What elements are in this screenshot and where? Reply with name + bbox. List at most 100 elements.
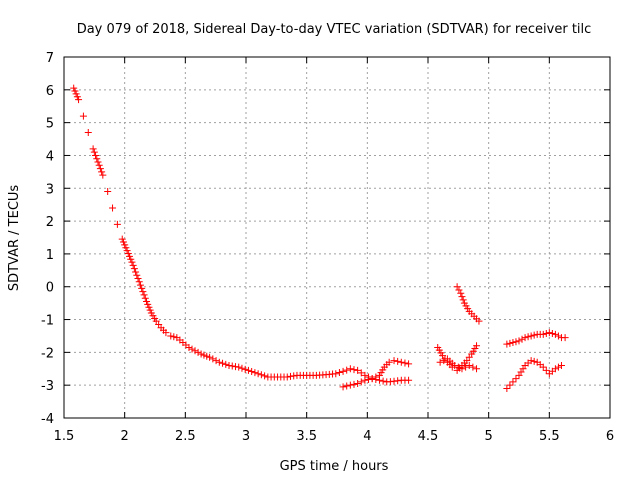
data-point-marker xyxy=(455,286,463,294)
data-point-marker xyxy=(521,334,529,342)
data-point-marker xyxy=(141,294,149,302)
x-tick-label: 3.5 xyxy=(296,429,317,444)
data-point-marker xyxy=(89,145,97,153)
data-point-marker xyxy=(132,268,140,276)
data-point-marker xyxy=(372,375,380,383)
data-point-marker xyxy=(123,247,131,255)
data-points xyxy=(70,84,569,392)
y-tick-label: 3 xyxy=(46,182,54,197)
data-point-marker xyxy=(170,333,178,341)
data-point-marker xyxy=(554,332,562,340)
data-point-marker xyxy=(126,252,134,260)
data-point-marker xyxy=(332,370,340,378)
chart-title: Day 079 of 2018, Sidereal Day-to-day VTE… xyxy=(77,22,592,37)
data-point-marker xyxy=(251,369,259,377)
axis-ticks xyxy=(63,56,611,419)
y-tick-label: 2 xyxy=(46,215,54,230)
data-point-marker xyxy=(235,363,243,371)
data-point-marker xyxy=(93,155,101,163)
data-point-marker xyxy=(548,329,556,337)
data-point-marker xyxy=(109,204,117,212)
data-point-marker xyxy=(375,376,383,384)
data-point-marker xyxy=(146,306,154,314)
data-point-marker xyxy=(118,235,126,243)
data-point-marker xyxy=(524,333,532,341)
data-point-marker xyxy=(225,361,233,369)
data-point-marker xyxy=(71,87,79,95)
data-point-marker xyxy=(219,359,227,367)
data-point-marker xyxy=(350,366,358,374)
data-point-marker xyxy=(365,375,373,383)
data-point-marker xyxy=(241,365,249,373)
data-point-marker xyxy=(286,372,294,380)
data-point-marker xyxy=(134,275,142,283)
data-point-marker xyxy=(92,151,100,159)
data-point-marker xyxy=(122,244,130,252)
data-point-marker xyxy=(343,382,351,390)
data-point-marker xyxy=(385,358,393,366)
data-point-marker xyxy=(119,238,127,246)
data-point-marker xyxy=(335,369,343,377)
data-point-marker xyxy=(379,377,387,385)
data-point-marker xyxy=(140,291,148,299)
data-point-marker xyxy=(354,380,362,388)
data-point-marker xyxy=(99,171,107,179)
data-point-marker xyxy=(238,364,246,372)
data-point-marker xyxy=(129,261,137,269)
data-point-marker xyxy=(143,297,151,305)
x-tick-label: 2 xyxy=(121,429,129,444)
data-point-marker xyxy=(459,296,467,304)
data-point-marker xyxy=(405,360,413,368)
data-point-marker xyxy=(457,289,465,297)
y-tick-label: 5 xyxy=(46,117,54,132)
y-tick-labels: -4 -3 -2 -1 0 1 2 3 4 5 6 7 xyxy=(41,51,54,427)
y-tick-label: 4 xyxy=(46,149,54,164)
data-point-marker xyxy=(503,384,511,392)
data-point-marker xyxy=(436,358,444,366)
data-point-marker xyxy=(515,337,523,345)
data-point-marker xyxy=(509,339,517,347)
data-point-marker xyxy=(542,329,550,337)
data-point-marker xyxy=(440,357,448,365)
data-point-marker xyxy=(530,357,538,365)
x-tick-label: 2.5 xyxy=(175,429,196,444)
x-axis-label: GPS time / hours xyxy=(280,459,389,474)
data-point-marker xyxy=(401,359,409,367)
data-point-marker xyxy=(98,168,106,176)
data-point-marker xyxy=(73,93,81,101)
data-point-marker xyxy=(130,265,138,273)
data-point-marker xyxy=(473,342,481,350)
data-point-marker xyxy=(136,281,144,289)
data-point-marker xyxy=(503,340,511,348)
plot-frame xyxy=(63,56,611,419)
data-point-marker xyxy=(530,331,538,339)
y-tick-label: -1 xyxy=(41,314,54,329)
y-tick-label: 0 xyxy=(46,281,54,296)
data-point-marker xyxy=(453,283,461,291)
data-point-marker xyxy=(346,381,354,389)
data-point-marker xyxy=(290,372,298,380)
data-point-marker xyxy=(70,84,78,92)
y-tick-label: 1 xyxy=(46,248,54,263)
data-point-marker xyxy=(194,348,202,356)
data-point-marker xyxy=(451,361,459,369)
data-point-marker xyxy=(454,363,462,371)
data-point-marker xyxy=(124,249,132,257)
x-tick-label: 5.5 xyxy=(539,429,560,444)
x-tick-label: 4 xyxy=(363,429,371,444)
data-point-marker xyxy=(390,357,398,365)
data-point-marker xyxy=(248,368,256,376)
data-point-marker xyxy=(458,293,466,301)
data-point-marker xyxy=(465,361,473,369)
data-point-marker xyxy=(94,158,102,166)
y-tick-label: 6 xyxy=(46,84,54,99)
data-point-marker xyxy=(128,258,136,266)
data-point-marker xyxy=(527,357,535,365)
data-point-marker xyxy=(512,338,520,346)
data-point-marker xyxy=(343,366,351,374)
data-point-marker xyxy=(127,255,135,263)
data-point-marker xyxy=(554,363,562,371)
data-point-marker xyxy=(551,330,559,338)
data-point-marker xyxy=(458,365,466,373)
data-point-marker xyxy=(84,128,92,136)
